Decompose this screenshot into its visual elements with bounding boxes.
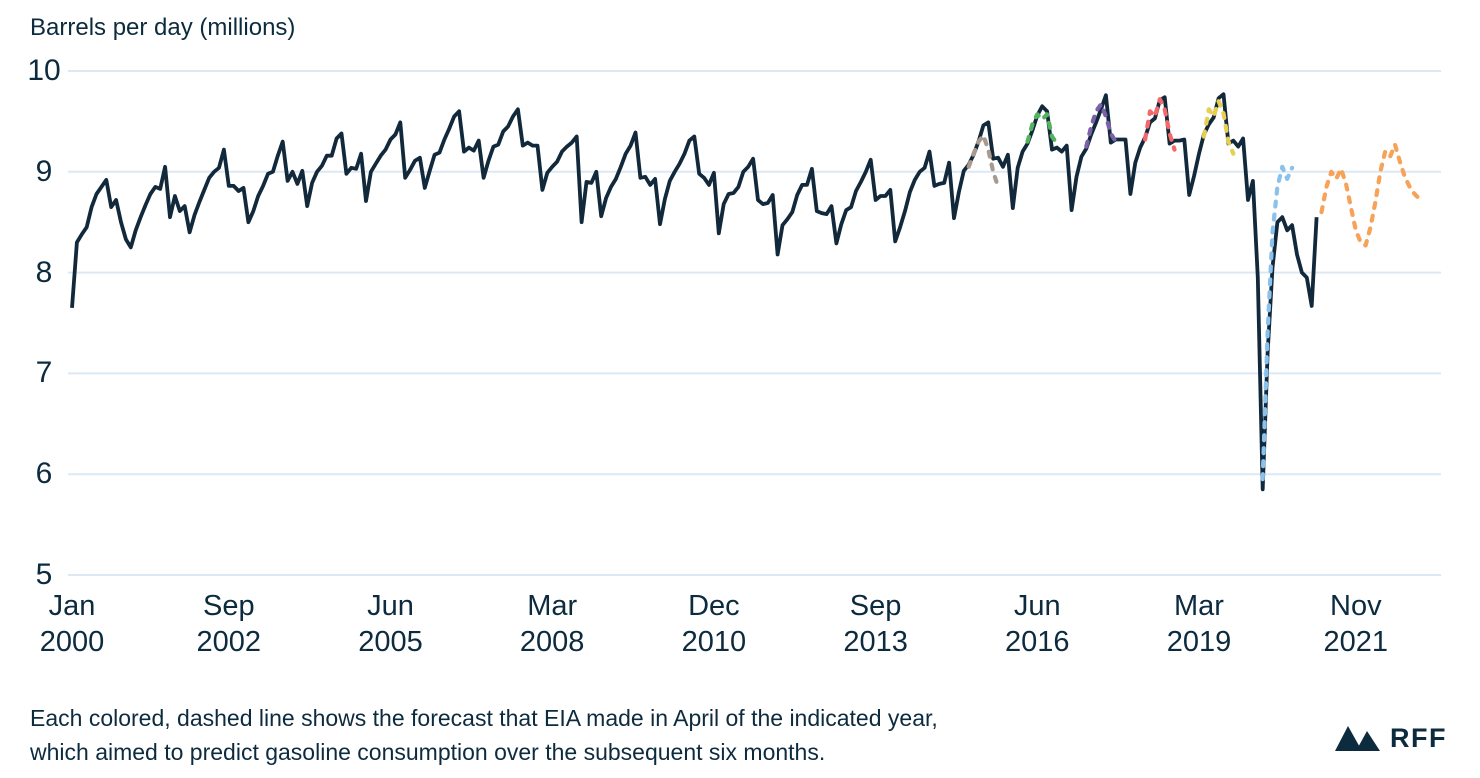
x-tick-label-jan-2000: Jan 2000 xyxy=(0,588,147,660)
chart-caption: Each colored, dashed line shows the fore… xyxy=(30,701,938,769)
x-tick-year: 2010 xyxy=(681,626,747,658)
y-tick-label-10: 10 xyxy=(27,54,61,87)
x-tick-year: 2016 xyxy=(1005,626,1070,658)
x-tick-label-jun-2005: Jun 2005 xyxy=(316,588,466,660)
x-tick-label-sep-2002: Sep 2002 xyxy=(154,588,304,660)
y-axis-title: Barrels per day (millions) xyxy=(30,14,296,41)
caption-line-1: Each colored, dashed line shows the fore… xyxy=(30,705,938,731)
forecast-2015-line xyxy=(966,133,1001,189)
y-tick-label-9: 9 xyxy=(35,154,53,188)
x-tick-year: 2002 xyxy=(196,626,262,658)
mountains-icon xyxy=(1335,726,1381,751)
gridlines xyxy=(68,70,1441,576)
x-tick-month: Sep xyxy=(849,590,902,622)
x-tick-label-nov-2021: Nov 2021 xyxy=(1281,588,1431,660)
x-tick-year: 2005 xyxy=(358,626,423,658)
x-tick-year: 2008 xyxy=(519,626,585,658)
x-tick-label-mar-2019: Mar 2019 xyxy=(1124,588,1274,660)
x-tick-month: Jan xyxy=(48,590,96,622)
y-tick-label-5: 5 xyxy=(35,558,53,591)
forecast-2018-line xyxy=(1143,97,1177,152)
x-tick-month: Jun xyxy=(1013,590,1061,622)
x-tick-month: Jun xyxy=(367,590,414,622)
y-tick-label-8: 8 xyxy=(35,255,53,289)
series-lines xyxy=(70,92,1422,492)
x-tick-label-dec-2010: Dec 2010 xyxy=(639,588,789,660)
x-tick-year: 2013 xyxy=(843,626,908,658)
x-tick-month: Nov xyxy=(1330,590,1382,622)
y-tick-label-7: 7 xyxy=(35,356,53,390)
rff-logo-text: RFF xyxy=(1390,723,1447,753)
actual-consumption-line xyxy=(70,92,1319,492)
x-tick-label-jun-2016: Jun 2016 xyxy=(962,588,1112,660)
x-tick-label-sep-2013: Sep 2013 xyxy=(801,588,951,660)
forecast-2016-line xyxy=(1025,112,1059,146)
forecast-2017-line xyxy=(1084,102,1118,149)
x-tick-year: 2021 xyxy=(1323,626,1389,658)
x-tick-label-mar-2008: Mar 2008 xyxy=(477,588,627,660)
caption-line-2: which aimed to predict gasoline consumpt… xyxy=(30,739,826,765)
forecast-2021-line xyxy=(1319,142,1422,248)
x-tick-year: 2000 xyxy=(39,626,105,658)
y-tick-label-6: 6 xyxy=(35,457,53,491)
x-tick-month: Sep xyxy=(202,590,255,622)
x-tick-month: Dec xyxy=(688,590,740,622)
x-tick-month: Mar xyxy=(527,590,578,622)
rff-logo: RFF xyxy=(1335,723,1447,754)
forecast-2020-line xyxy=(1260,164,1295,482)
x-tick-year: 2019 xyxy=(1166,626,1232,658)
x-tick-month: Mar xyxy=(1174,590,1224,622)
forecast-2019-line xyxy=(1201,99,1236,156)
